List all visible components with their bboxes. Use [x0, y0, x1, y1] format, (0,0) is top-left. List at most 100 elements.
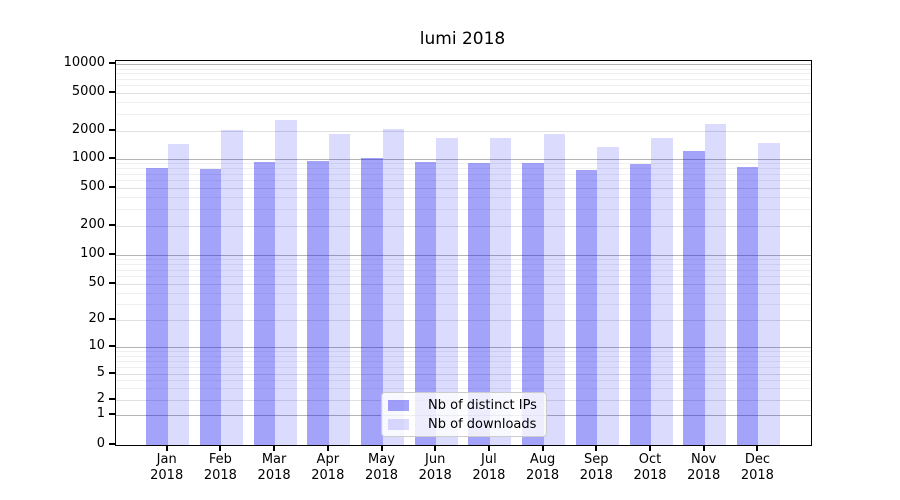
bar-downloads-jun — [436, 137, 458, 445]
plot-area: Nb of distinct IPs Nb of downloads — [115, 60, 812, 446]
major-gridline — [116, 64, 811, 66]
bar-downloads-aug — [543, 134, 566, 445]
y-tick-mark — [109, 156, 115, 159]
x-axis-tick-label: Aug 2018 — [526, 452, 560, 483]
minor-gridline — [116, 276, 811, 278]
minor-gridline — [116, 351, 811, 353]
x-tick-mark — [649, 445, 651, 451]
major-gridline — [116, 158, 811, 160]
legend-swatch-icon — [388, 400, 409, 411]
minor-gridline — [116, 264, 811, 266]
major-gridline — [116, 187, 811, 189]
minor-gridline — [116, 388, 811, 390]
legend-item: Nb of distinct IPs — [382, 396, 546, 415]
legend-swatch-icon — [388, 419, 409, 430]
minor-gridline — [116, 168, 811, 170]
y-tick-mark — [109, 62, 115, 65]
minor-gridline — [116, 360, 811, 362]
y-tick-mark — [109, 345, 115, 347]
major-gridline — [116, 226, 811, 227]
y-tick-mark — [109, 281, 115, 284]
x-tick-mark — [219, 445, 222, 451]
bar-downloads-may — [382, 129, 404, 445]
minor-gridline — [116, 180, 811, 182]
chart-title: lumi 2018 — [419, 29, 506, 49]
y-axis-tick-label: 10 — [88, 338, 105, 353]
bar-distinct-ips-oct — [629, 163, 651, 445]
minor-gridline — [116, 355, 811, 357]
y-tick-mark — [109, 398, 115, 400]
bar-distinct-ips-feb — [199, 169, 222, 445]
major-gridline — [116, 92, 811, 94]
minor-gridline — [116, 73, 811, 75]
bar-distinct-ips-jun — [414, 161, 437, 445]
y-tick-mark — [109, 90, 115, 93]
major-gridline — [116, 283, 811, 285]
major-gridline — [116, 347, 811, 348]
bar-distinct-ips-aug — [522, 162, 544, 445]
y-tick-mark — [109, 371, 115, 374]
minor-gridline — [116, 68, 811, 70]
x-axis-tick-label: Nov 2018 — [687, 452, 721, 483]
y-axis-tick-label: 50 — [88, 274, 105, 290]
y-tick-mark — [109, 129, 115, 132]
minor-gridline — [116, 163, 811, 165]
bar-distinct-ips-sep — [575, 170, 598, 445]
x-axis-tick-label: Sep 2018 — [579, 452, 613, 483]
x-axis-tick-label: Oct 2018 — [633, 452, 667, 483]
minor-gridline — [116, 85, 811, 87]
minor-gridline — [116, 259, 811, 261]
x-tick-mark — [380, 445, 383, 451]
x-tick-mark — [165, 445, 168, 451]
major-gridline — [116, 373, 811, 375]
x-axis-tick-label: Jul 2018 — [472, 452, 506, 483]
bar-distinct-ips-mar — [253, 161, 276, 445]
y-axis-tick-label: 100 — [80, 246, 105, 261]
bar-downloads-feb — [221, 130, 243, 445]
bar-downloads-mar — [275, 120, 297, 445]
x-tick-mark — [434, 445, 437, 451]
bar-downloads-sep — [597, 146, 619, 445]
minor-gridline — [116, 102, 811, 104]
bar-distinct-ips-apr — [307, 161, 329, 445]
y-axis-tick-label: 5000 — [71, 83, 105, 99]
y-axis-tick-label: 2000 — [71, 122, 105, 138]
minor-gridline — [116, 304, 811, 306]
legend-item-label: Nb of downloads — [428, 417, 537, 432]
y-tick-mark — [109, 185, 115, 188]
y-axis-tick-label: 20 — [88, 311, 105, 327]
x-tick-mark — [326, 445, 329, 451]
bar-distinct-ips-nov — [683, 150, 705, 445]
x-axis-tick-label: Feb 2018 — [203, 452, 237, 483]
minor-gridline — [116, 114, 811, 116]
minor-gridline — [116, 197, 811, 198]
y-axis-tick-label: 0 — [96, 436, 105, 451]
minor-gridline — [116, 209, 811, 211]
x-axis-tick-label: Jun 2018 — [418, 452, 452, 483]
minor-gridline — [116, 173, 811, 175]
x-tick-mark — [541, 445, 544, 451]
bar-downloads-jan — [167, 144, 190, 445]
y-tick-mark — [109, 253, 115, 255]
x-tick-mark — [487, 445, 490, 451]
bar-downloads-apr — [328, 134, 351, 445]
legend: Nb of distinct IPs Nb of downloads — [381, 392, 547, 437]
x-tick-mark — [756, 445, 759, 451]
bar-downloads-jul — [489, 137, 512, 445]
y-axis-tick-label: 200 — [80, 217, 105, 232]
major-gridline — [116, 320, 811, 322]
minor-gridline — [116, 78, 811, 80]
y-tick-mark — [109, 318, 115, 321]
bar-downloads-dec — [758, 142, 780, 445]
minor-gridline — [116, 292, 811, 294]
y-axis-tick-label: 2 — [96, 391, 105, 406]
minor-gridline — [116, 380, 811, 382]
bar-distinct-ips-jul — [468, 163, 490, 445]
legend-item-label: Nb of distinct IPs — [428, 398, 537, 413]
x-tick-mark — [273, 445, 276, 451]
major-gridline — [116, 131, 811, 133]
bar-distinct-ips-jan — [146, 168, 168, 445]
y-axis-tick-label: 1000 — [71, 149, 105, 165]
x-axis-tick-label: May 2018 — [364, 452, 399, 483]
